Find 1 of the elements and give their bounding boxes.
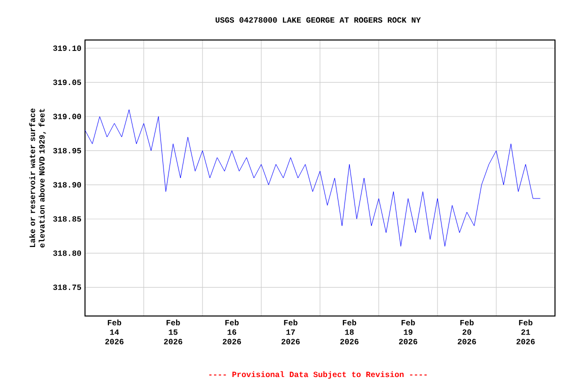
line-series [85,109,541,247]
